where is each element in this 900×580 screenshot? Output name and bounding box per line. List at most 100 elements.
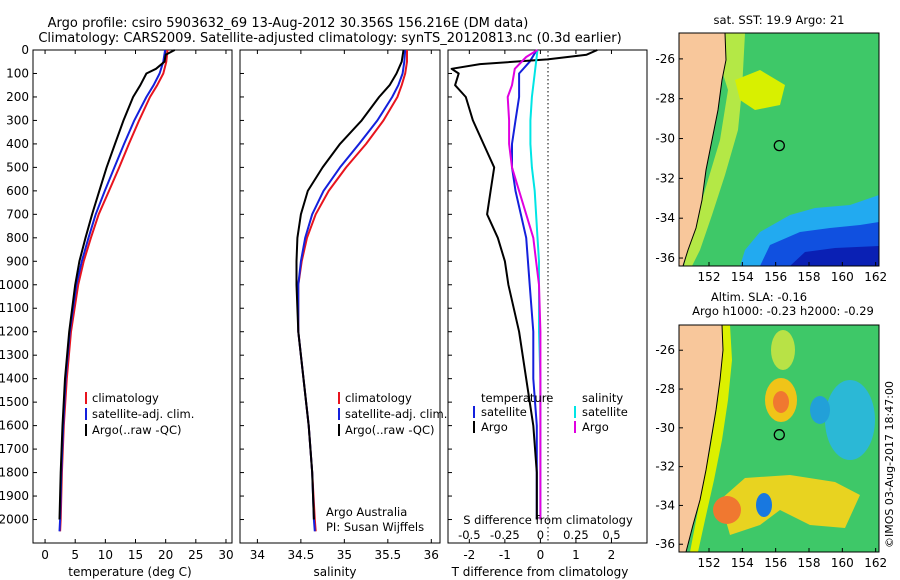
x-tick-label: 15 bbox=[128, 548, 143, 562]
x-tick-label: 35 bbox=[337, 548, 352, 562]
sst-map-panel: sat. SST: 19.9 Argo: 21 152 154 156 158 160 1… bbox=[655, 13, 887, 284]
sla-map-frame bbox=[678, 324, 880, 553]
map-x-tick-label: 152 bbox=[698, 556, 721, 570]
s-tick-label: 0 bbox=[537, 528, 544, 542]
series-line-climatology bbox=[297, 50, 408, 532]
salinity-plot-frame bbox=[239, 49, 441, 544]
map-x-tick-label: 162 bbox=[864, 270, 887, 284]
y-tick-label: 600 bbox=[6, 184, 29, 198]
legend-temperature-head: temperature bbox=[481, 391, 553, 405]
map-y-tick-label: -32 bbox=[655, 171, 675, 185]
sla-map-title: Altim. SLA: -0.16 bbox=[711, 290, 807, 304]
sla-high-core bbox=[773, 391, 789, 413]
t-difference-xlabel: T difference from climatology bbox=[451, 565, 629, 579]
map-x-tick-label: 158 bbox=[798, 270, 821, 284]
figure-title-line1: Argo profile: csiro 5903632_69 13-Aug-20… bbox=[48, 16, 529, 31]
legend-t-argo-label: Argo bbox=[481, 420, 508, 434]
map-y-tick-label: -30 bbox=[655, 421, 675, 435]
legend-s-satellite-label: satellite bbox=[582, 405, 628, 419]
y-tick-label: 300 bbox=[6, 113, 29, 127]
sst-field bbox=[679, 32, 879, 267]
y-tick-label: 100 bbox=[6, 66, 29, 80]
x-tick-label: 10 bbox=[98, 548, 113, 562]
legend-climatology-label: climatology bbox=[92, 391, 159, 405]
y-tick-label: 1200 bbox=[0, 325, 29, 339]
salinity-xlabel: salinity bbox=[313, 565, 356, 579]
y-tick-label: 1700 bbox=[0, 442, 29, 456]
y-tick-label: 1800 bbox=[0, 466, 29, 480]
y-tick-label: 500 bbox=[6, 160, 29, 174]
figure-title-line2: Climatology: CARS2009. Satellite-adjuste… bbox=[38, 31, 621, 46]
temperature-xlabel: temperature (deg C) bbox=[68, 565, 191, 579]
x-tick-label: 34 bbox=[250, 548, 265, 562]
sla-field bbox=[679, 324, 879, 553]
y-tick-label: 1900 bbox=[0, 489, 29, 503]
legend-argo-label: Argo(..raw -QC) bbox=[345, 423, 435, 437]
legend-salinity-head: salinity bbox=[582, 391, 623, 405]
s-tick-label: 0.25 bbox=[563, 528, 589, 542]
y-tick-label: 700 bbox=[6, 207, 29, 221]
sla-map-panel: Altim. SLA: -0.16 Argo h1000: -0.23 h200… bbox=[655, 290, 887, 570]
map-y-tick-label: -32 bbox=[655, 460, 675, 474]
credit-pi: PI: Susan Wijffels bbox=[326, 520, 424, 534]
series-line-s-argo bbox=[506, 49, 542, 520]
x-tick-label: 1 bbox=[572, 548, 580, 562]
y-tick-label: 1000 bbox=[0, 278, 29, 292]
y-tick-label: 2000 bbox=[0, 513, 29, 527]
x-tick-label: 35.5 bbox=[374, 548, 401, 562]
sla-low-east bbox=[825, 380, 875, 460]
map-x-tick-label: 158 bbox=[798, 556, 821, 570]
sst-coastline bbox=[682, 32, 727, 267]
series-line-argo-raw-qc bbox=[295, 49, 405, 520]
x-tick-label: 30 bbox=[218, 548, 233, 562]
sst-land bbox=[679, 33, 726, 266]
temperature-legend: climatology satellite-adj. clim. Argo(..… bbox=[85, 391, 194, 437]
y-tick-label: 800 bbox=[6, 231, 29, 245]
temperature-panel: 0100200300400500600700800900100011001200… bbox=[0, 43, 234, 579]
legend-satellite-label: satellite-adj. clim. bbox=[92, 407, 194, 421]
s-tick-label: -0.25 bbox=[490, 528, 520, 542]
map-y-tick-label: -26 bbox=[655, 52, 675, 66]
y-tick-label: 1300 bbox=[0, 348, 29, 362]
sla-high-south-core bbox=[713, 496, 741, 524]
legend-climatology-label: climatology bbox=[345, 391, 412, 405]
x-tick-label: 5 bbox=[71, 548, 79, 562]
sst-deep-blue-region bbox=[790, 246, 879, 266]
series-line-argo-raw-qc bbox=[58, 49, 176, 520]
legend-satellite-label: satellite-adj. clim. bbox=[345, 407, 447, 421]
y-tick-label: 200 bbox=[6, 90, 29, 104]
sla-low-mid bbox=[810, 396, 830, 424]
salinity-panel: 34 34.5 35 35.5 36 climatology satellite-adj… bbox=[239, 49, 447, 579]
y-tick-label: 900 bbox=[6, 254, 29, 268]
x-tick-label: 36 bbox=[424, 548, 439, 562]
legend-t-satellite-label: satellite bbox=[481, 405, 527, 419]
map-y-tick-label: -30 bbox=[655, 132, 675, 146]
sla-land bbox=[679, 325, 723, 552]
y-tick-label: 1400 bbox=[0, 372, 29, 386]
legend-argo-label: Argo(..raw -QC) bbox=[92, 423, 182, 437]
sla-high-south bbox=[720, 475, 860, 535]
map-y-tick-label: -34 bbox=[655, 498, 675, 512]
map-y-tick-label: -28 bbox=[655, 92, 675, 106]
sla-low-south bbox=[756, 493, 772, 517]
x-tick-label: 2 bbox=[608, 548, 616, 562]
x-tick-label: 25 bbox=[188, 548, 203, 562]
x-tick-label: -1 bbox=[499, 548, 511, 562]
map-x-tick-label: 154 bbox=[731, 270, 754, 284]
y-tick-label: 0 bbox=[21, 43, 29, 57]
map-x-tick-label: 162 bbox=[864, 556, 887, 570]
sst-map-title: sat. SST: 19.9 Argo: 21 bbox=[714, 13, 845, 27]
map-x-tick-label: 156 bbox=[764, 556, 787, 570]
map-x-tick-label: 152 bbox=[698, 270, 721, 284]
y-tick-label: 1100 bbox=[0, 301, 29, 315]
salinity-legend: climatology satellite-adj. clim. Argo(..… bbox=[338, 391, 447, 437]
series-line-t-argo bbox=[450, 49, 598, 520]
legend-s-argo-label: Argo bbox=[582, 420, 609, 434]
temperature-plot-frame bbox=[32, 49, 233, 544]
sla-coastal-band bbox=[690, 325, 732, 552]
sst-warm-eddy bbox=[735, 70, 785, 110]
sla-coastline bbox=[685, 324, 724, 553]
sla-map-subtitle: Argo h1000: -0.23 h2000: -0.29 bbox=[692, 304, 874, 318]
x-tick-label: 0 bbox=[537, 548, 545, 562]
sst-float-marker bbox=[773, 139, 785, 152]
